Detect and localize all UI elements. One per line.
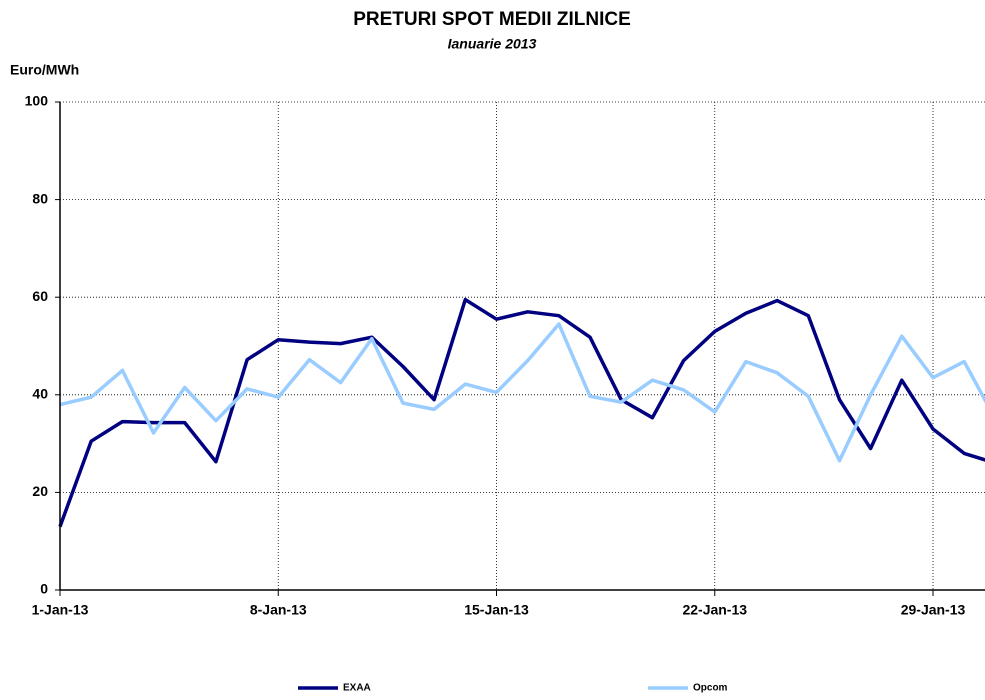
series-line [59,322,985,463]
x-tick-label: 15-Jan-13 [464,602,529,618]
y-tick-label: 20 [32,483,48,499]
y-tick-label: 80 [32,190,48,206]
legend-label: EXAA [343,683,371,694]
x-tick-label: 29-Jan-13 [901,602,966,618]
y-tick-label: 0 [40,581,48,597]
lines [58,297,985,528]
x-tick-label: 22-Jan-13 [682,602,747,618]
y-tick-label: 100 [25,93,49,109]
axes: 0 20 40 60 80 100 1-Jan-13 8-Jan-13 15-Jan-13 22-… [25,93,985,694]
grid [60,101,985,590]
y-axis-label: Euro/MWh [10,62,79,78]
chart-title: PRETURI SPOT MEDII ZILNICE [353,9,631,30]
series-line [58,297,985,528]
y-tick-label: 60 [32,288,48,304]
y-tick-label: 40 [32,386,48,402]
x-tick-label: 8-Jan-13 [250,602,307,618]
legend-label: Opcom [693,683,728,694]
chart-subtitle: Ianuarie 2013 [448,36,537,52]
x-tick-label: 1-Jan-13 [32,602,89,618]
